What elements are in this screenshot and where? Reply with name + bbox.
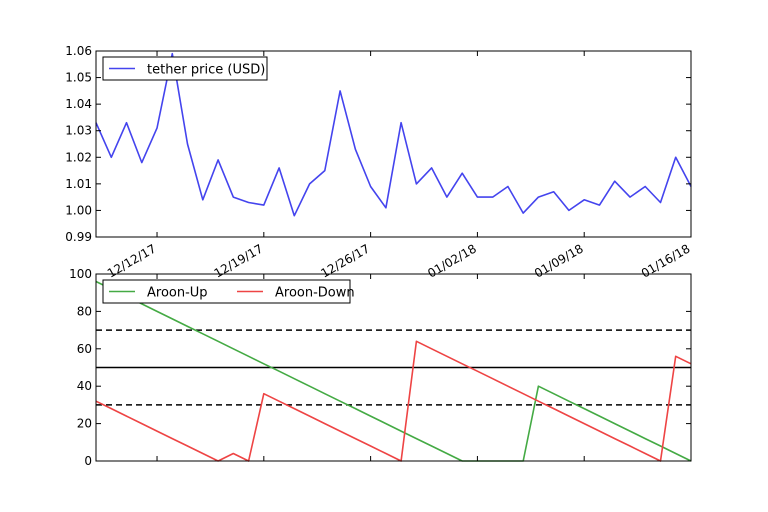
x-tick-label: 12/12/17 (105, 241, 159, 280)
legend: tether price (USD) (102, 56, 268, 81)
y-tick-label: 60 (77, 342, 92, 356)
tether-price-chart: 0.99 1.00 1.01 1.02 1.03 1.04 1.05 1.06 12/12/17… (65, 44, 692, 281)
y-tick-label: 0 (84, 454, 92, 468)
y-tick-label: 1.00 (65, 203, 92, 217)
legend-label: tether price (USD) (147, 63, 265, 78)
y-tick-label: 0.99 (65, 230, 92, 244)
legend-box (102, 56, 268, 81)
x-tick-label: 01/16/18 (639, 241, 693, 280)
y-tick-label: 1.04 (65, 97, 92, 111)
y-tick-label: 1.01 (65, 177, 92, 191)
x-tick-label: 12/19/17 (212, 241, 266, 280)
y-tick-label: 1.06 (65, 44, 92, 58)
y-tick-label: 1.05 (65, 71, 92, 85)
y-tick-label: 80 (77, 304, 92, 318)
y-tick-label: 1.03 (65, 124, 92, 138)
y-tick-label: 100 (69, 267, 92, 281)
legend-label: Aroon-Up (147, 286, 208, 301)
legend-box (102, 279, 351, 304)
y-tick-label: 40 (77, 379, 92, 393)
series-line-tether-price-usd (95, 52, 692, 217)
series-line-aroon-down (95, 340, 692, 462)
plot-frame (95, 50, 692, 238)
x-tick-label: 01/02/18 (425, 241, 479, 280)
x-tick-label: 12/26/17 (318, 241, 372, 280)
plot-frame (95, 273, 692, 462)
aroon-chart: 0 20 40 60 80 100 Aroon-Up Aroon-Down (69, 267, 692, 468)
legend: Aroon-Up Aroon-Down (102, 279, 355, 304)
legend-label: Aroon-Down (275, 286, 355, 301)
y-tick-label: 20 (77, 417, 92, 431)
x-tick-label: 01/09/18 (532, 241, 586, 280)
series-line-aroon-up (95, 280, 692, 462)
y-tick-label: 1.02 (65, 150, 92, 164)
